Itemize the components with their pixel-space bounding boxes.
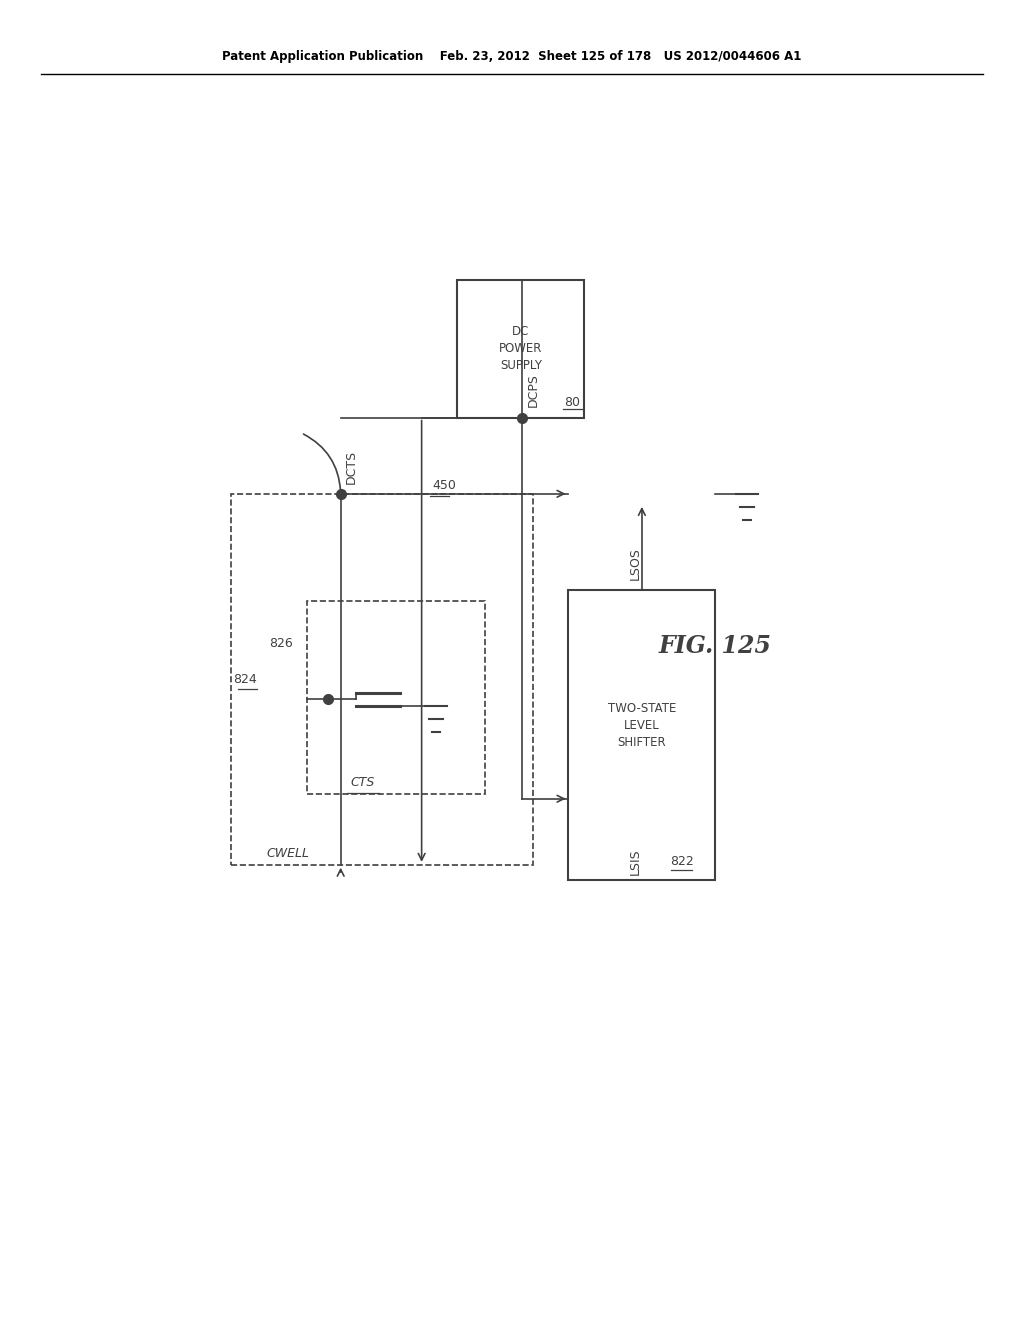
- Text: DCTS: DCTS: [345, 450, 357, 483]
- Text: FIG. 125: FIG. 125: [658, 635, 772, 659]
- Bar: [306, 601, 485, 793]
- Text: Patent Application Publication    Feb. 23, 2012  Sheet 125 of 178   US 2012/0044: Patent Application Publication Feb. 23, …: [222, 50, 802, 63]
- Text: DC
POWER
SUPPLY: DC POWER SUPPLY: [499, 326, 543, 372]
- Text: CTS: CTS: [350, 776, 374, 788]
- Text: DCPS: DCPS: [526, 374, 540, 408]
- Bar: [458, 280, 585, 417]
- Text: 822: 822: [670, 855, 693, 869]
- Bar: [231, 494, 532, 865]
- Text: CWELL: CWELL: [267, 846, 310, 859]
- Bar: [568, 590, 715, 880]
- Text: 450: 450: [433, 479, 457, 492]
- Text: 826: 826: [269, 638, 293, 651]
- Text: LSIS: LSIS: [629, 849, 642, 875]
- Text: LSOS: LSOS: [629, 548, 642, 581]
- Text: TWO-STATE
LEVEL
SHIFTER: TWO-STATE LEVEL SHIFTER: [607, 701, 676, 748]
- Text: 824: 824: [233, 673, 257, 686]
- Text: 80: 80: [564, 396, 581, 409]
